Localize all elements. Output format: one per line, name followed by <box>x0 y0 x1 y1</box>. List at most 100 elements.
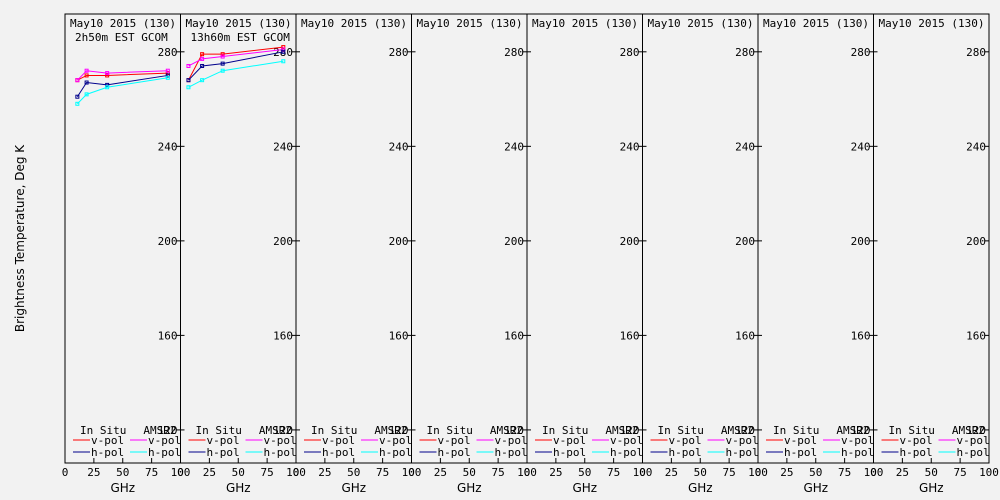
data-point-insitu_h <box>200 63 205 68</box>
legend-title-insitu: In Situ <box>80 424 126 437</box>
x-tick-label: 75 <box>838 466 851 479</box>
x-tick-label: 0 <box>755 466 762 479</box>
x-tick-label: 25 <box>780 466 793 479</box>
data-point-amsr2_h <box>75 101 80 106</box>
legend-title-insitu: In Situ <box>542 424 588 437</box>
data-point-insitu_h <box>186 78 191 83</box>
x-tick-label: 75 <box>492 466 505 479</box>
data-point-insitu_v <box>84 73 89 78</box>
x-tick-label: 75 <box>954 466 967 479</box>
series-line-insitu_h <box>76 74 168 97</box>
data-point-insitu_h <box>84 80 89 85</box>
panel-title: May10 2015 (130) <box>648 17 754 30</box>
legend-title-insitu: In Situ <box>311 424 357 437</box>
y-tick-label: 280 <box>851 46 871 59</box>
data-point-insitu_v <box>165 71 170 76</box>
legend-label-amsr2_h: h-pol <box>379 446 412 459</box>
y-tick-label: 240 <box>851 140 871 153</box>
panel-subtitle: 2h50m EST GCOM <box>75 31 168 44</box>
legend-label-insitu_h: h-pol <box>91 446 124 459</box>
series-line-amsr2_h <box>188 60 284 88</box>
panel-6: May10 2015 (130) 120 160 200 240 280 0 25 50 75 10… <box>639 13 768 495</box>
x-tick-label: 0 <box>870 466 877 479</box>
x-tick-label: 0 <box>62 466 69 479</box>
x-tick-label: 25 <box>87 466 100 479</box>
data-point-insitu_v <box>105 73 110 78</box>
x-tick-label: 50 <box>809 466 822 479</box>
data-point-insitu_h <box>165 73 170 78</box>
y-tick-label: 120 <box>966 424 986 437</box>
y-axis-label: Brightness Temperature, Deg K <box>13 144 27 332</box>
legend-label-insitu_v: v-pol <box>553 434 586 447</box>
legend-label-amsr2_v: v-pol <box>264 434 297 447</box>
x-tick-label: 0 <box>177 466 184 479</box>
y-tick-label: 160 <box>966 329 986 342</box>
x-tick-label: 75 <box>376 466 389 479</box>
data-point-amsr2_v <box>281 47 286 52</box>
legend-label-insitu_h: h-pol <box>669 446 702 459</box>
y-tick-label: 200 <box>620 235 640 248</box>
y-tick-label: 240 <box>966 140 986 153</box>
x-tick-label: 25 <box>549 466 562 479</box>
y-tick-label: 120 <box>620 424 640 437</box>
panel-3: May10 2015 (130) 120 160 200 240 280 0 25 50 75 10… <box>293 13 421 495</box>
data-point-amsr2_h <box>84 92 89 97</box>
x-tick-label: 50 <box>232 466 245 479</box>
y-tick-label: 200 <box>389 235 409 248</box>
legend-label-amsr2_v: v-pol <box>148 434 181 447</box>
x-tick-label: 50 <box>694 466 707 479</box>
legend-label-amsr2_h: h-pol <box>495 446 528 459</box>
legend-label-amsr2_v: v-pol <box>379 434 412 447</box>
x-axis-label: GHz <box>341 481 366 495</box>
legend-label-amsr2_v: v-pol <box>495 434 528 447</box>
legend-label-amsr2_v: v-pol <box>957 434 990 447</box>
legend-label-amsr2_h: h-pol <box>841 446 874 459</box>
panel-4: May10 2015 (130) 120 160 200 240 280 0 25 50 75 10… <box>408 13 537 495</box>
data-point-insitu_v <box>220 52 225 57</box>
data-point-amsr2_h <box>186 85 191 90</box>
panel-1: May10 2015 (130)2h50m EST GCOM 120 160 200 2… <box>62 13 190 495</box>
panel-title: May10 2015 (130) <box>186 17 292 30</box>
legend-label-insitu_h: h-pol <box>900 446 933 459</box>
series-line-amsr2_v <box>188 48 284 67</box>
y-tick-label: 240 <box>620 140 640 153</box>
panel-7: May10 2015 (130) 120 160 200 240 280 0 25 50 75 10… <box>755 13 883 495</box>
x-tick-label: 50 <box>347 466 360 479</box>
x-axis-label: GHz <box>688 481 713 495</box>
x-axis-label: GHz <box>572 481 597 495</box>
legend-label-insitu_v: v-pol <box>91 434 124 447</box>
data-point-amsr2_h <box>200 78 205 83</box>
y-tick-label: 240 <box>735 140 755 153</box>
legend-title-insitu: In Situ <box>658 424 704 437</box>
y-tick-label: 200 <box>851 235 871 248</box>
panel-title: May10 2015 (130) <box>70 17 176 30</box>
y-tick-label: 240 <box>504 140 524 153</box>
panel-title: May10 2015 (130) <box>532 17 638 30</box>
legend-title-amsr2: AMSR2 <box>721 424 754 437</box>
x-tick-label: 0 <box>408 466 415 479</box>
y-tick-label: 120 <box>735 424 755 437</box>
y-tick-label: 120 <box>158 424 178 437</box>
data-point-amsr2_v <box>186 63 191 68</box>
legend-label-amsr2_h: h-pol <box>148 446 181 459</box>
data-point-amsr2_h <box>105 85 110 90</box>
y-tick-label: 160 <box>851 329 871 342</box>
y-tick-label: 120 <box>273 424 293 437</box>
legend-label-insitu_h: h-pol <box>784 446 817 459</box>
x-axis-label: GHz <box>919 481 944 495</box>
legend-title-insitu: In Situ <box>427 424 473 437</box>
x-tick-label: 100 <box>517 466 537 479</box>
y-tick-label: 280 <box>158 46 178 59</box>
legend-title-amsr2: AMSR2 <box>952 424 985 437</box>
data-point-insitu_h <box>220 61 225 66</box>
x-tick-label: 0 <box>639 466 646 479</box>
data-point-amsr2_v <box>165 68 170 73</box>
panel-title: May10 2015 (130) <box>879 17 985 30</box>
legend-label-amsr2_v: v-pol <box>610 434 643 447</box>
legend-label-insitu_v: v-pol <box>669 434 702 447</box>
legend-label-amsr2_h: h-pol <box>610 446 643 459</box>
y-tick-label: 160 <box>735 329 755 342</box>
